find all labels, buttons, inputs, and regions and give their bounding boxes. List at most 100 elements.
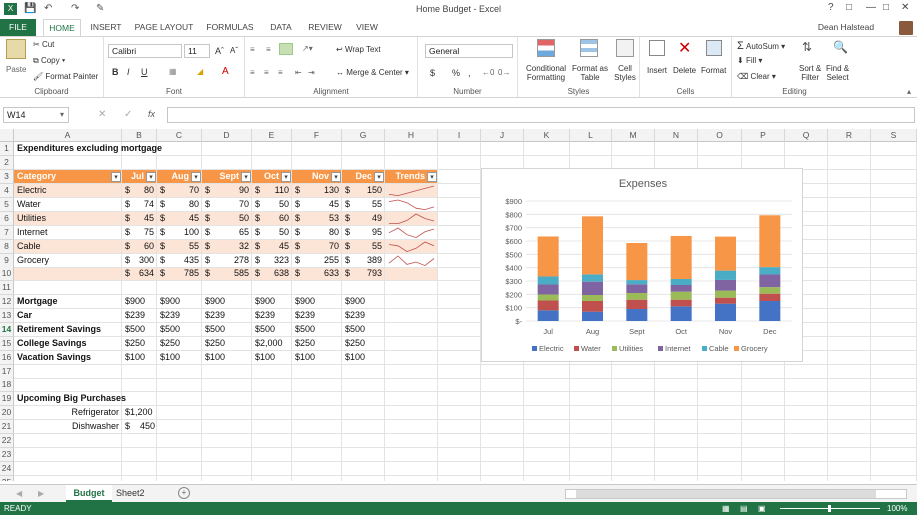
value-cell[interactable]: 80 [143, 185, 154, 195]
value-cell[interactable]: 70 [238, 199, 249, 209]
row-header[interactable]: 13 [0, 309, 14, 323]
row-header[interactable]: 21 [0, 420, 14, 434]
tab-file[interactable]: FILE [0, 19, 36, 36]
fill-button[interactable]: ⬇ Fill ▾ [737, 56, 763, 65]
value-cell[interactable]: 70 [328, 241, 339, 251]
category-cell[interactable]: Utilities [17, 213, 47, 223]
value-cell[interactable]: 110 [274, 185, 289, 195]
item-cell[interactable]: Refrigerator [71, 407, 119, 417]
sort-filter-button[interactable]: Sort & Filter [799, 64, 821, 82]
table-header[interactable]: Nov [311, 171, 329, 181]
help-icon[interactable]: ? [828, 2, 834, 13]
item-cell[interactable]: Dishwasher [71, 421, 119, 431]
currency-button[interactable]: $ [430, 68, 436, 78]
table-header[interactable]: Aug [171, 171, 190, 181]
scroll-sheets-left-icon[interactable]: ◀ [16, 489, 23, 498]
value-cell[interactable]: $250 [160, 338, 181, 348]
row-header[interactable]: 5 [0, 198, 14, 212]
wrap-text-button[interactable]: ↩ Wrap Text [336, 45, 381, 54]
name-box[interactable]: W14 [3, 107, 69, 123]
row-header[interactable]: 18 [0, 378, 14, 392]
value-cell[interactable]: 278 [233, 255, 249, 265]
row-header[interactable]: 6 [0, 212, 14, 226]
value-cell[interactable]: 49 [371, 213, 382, 223]
row-header[interactable]: 1 [0, 142, 14, 156]
filter-dropdown-icon[interactable]: ▾ [427, 172, 437, 182]
row-header[interactable]: 23 [0, 448, 14, 462]
column-header[interactable]: E [252, 129, 292, 142]
value-cell[interactable]: 80 [188, 199, 199, 209]
grow-font-icon[interactable]: Aˆ [215, 46, 224, 56]
column-header[interactable]: G [342, 129, 385, 142]
ribbon-display-icon[interactable]: □ [846, 2, 853, 13]
value-cell[interactable]: $100 [255, 352, 276, 362]
value-cell[interactable]: 633 [323, 268, 339, 278]
tab-review[interactable]: REVIEW [308, 22, 342, 32]
page-layout-view-icon[interactable]: ▤ [740, 504, 748, 513]
column-header[interactable]: L [570, 129, 612, 142]
title-cell[interactable]: Expenditures excluding mortgage [17, 143, 163, 153]
cell-styles-button[interactable]: Cell Styles [610, 64, 640, 82]
value-cell[interactable]: 585 [233, 268, 249, 278]
table-header[interactable]: Jul [130, 171, 144, 181]
autosum-button[interactable]: Σ AutoSum ▾ [737, 40, 786, 52]
value-cell[interactable]: $100 [295, 352, 316, 362]
paste-button[interactable]: Paste [6, 65, 27, 74]
value-cell[interactable]: 255 [323, 255, 339, 265]
formula-input[interactable] [167, 107, 915, 123]
maximize-icon[interactable]: □ [883, 2, 890, 13]
sheet-tab-sheet2[interactable]: Sheet2 [116, 488, 145, 498]
row-header[interactable]: 15 [0, 337, 14, 351]
value-cell[interactable]: 785 [183, 268, 199, 278]
value-cell[interactable]: 45 [188, 213, 199, 223]
column-header[interactable]: K [524, 129, 570, 142]
value-cell[interactable]: $250 [345, 338, 366, 348]
column-header[interactable]: M [612, 129, 655, 142]
value-cell[interactable]: 300 [138, 255, 154, 265]
row-header[interactable]: 14 [0, 323, 14, 337]
value-cell[interactable]: $500 [295, 324, 316, 334]
decrease-indent-icon[interactable]: ⇤ [295, 68, 302, 77]
value-cell[interactable]: $900 [345, 296, 366, 306]
tab-data[interactable]: DATA [270, 22, 292, 32]
cut-button[interactable]: ✂ Cut [33, 40, 54, 49]
save-icon[interactable]: 💾 [24, 3, 37, 14]
value-cell[interactable]: 55 [371, 241, 382, 251]
filter-dropdown-icon[interactable]: ▾ [281, 172, 291, 182]
value-cell[interactable]: 50 [278, 199, 289, 209]
number-format-select[interactable]: General [425, 44, 513, 58]
value-cell[interactable]: $250 [295, 338, 316, 348]
tab-view[interactable]: VIEW [356, 22, 378, 32]
category-cell[interactable]: Cable [17, 241, 41, 251]
value-cell[interactable]: 95 [371, 227, 382, 237]
value-cell[interactable]: $250 [125, 338, 146, 348]
column-header[interactable]: H [385, 129, 438, 142]
value-cell[interactable]: 75 [143, 227, 154, 237]
value-cell[interactable]: $100 [160, 352, 181, 362]
value-cell[interactable]: $239 [255, 310, 276, 320]
column-header[interactable]: D [202, 129, 252, 142]
increase-indent-icon[interactable]: ⇥ [308, 68, 315, 77]
value-cell[interactable]: $100 [205, 352, 226, 362]
cancel-icon[interactable]: ✕ [98, 109, 107, 120]
value-cell[interactable]: $500 [125, 324, 146, 334]
category-cell[interactable]: College Savings [17, 338, 87, 348]
shrink-font-icon[interactable]: Aˇ [230, 46, 238, 55]
clear-button[interactable]: ⌫ Clear ▾ [737, 72, 776, 81]
align-bottom-icon[interactable] [279, 43, 293, 55]
row-header[interactable]: 7 [0, 226, 14, 240]
value-cell[interactable]: 45 [328, 199, 339, 209]
bold-icon[interactable]: B [112, 67, 119, 77]
row-header[interactable]: 8 [0, 240, 14, 254]
merge-center-button[interactable]: ↔ Merge & Center ▾ [336, 68, 409, 77]
percent-button[interactable]: % [452, 68, 461, 78]
avatar[interactable] [899, 21, 913, 35]
value-cell[interactable]: $ 450 [125, 421, 156, 431]
column-header[interactable]: A [14, 129, 122, 142]
row-header[interactable]: 10 [0, 267, 14, 281]
value-cell[interactable]: $2,000 [255, 338, 283, 348]
minimize-icon[interactable]: — [866, 2, 876, 13]
column-header[interactable]: R [828, 129, 871, 142]
font-color-icon[interactable]: A [222, 66, 229, 77]
row-header[interactable]: 4 [0, 184, 14, 198]
